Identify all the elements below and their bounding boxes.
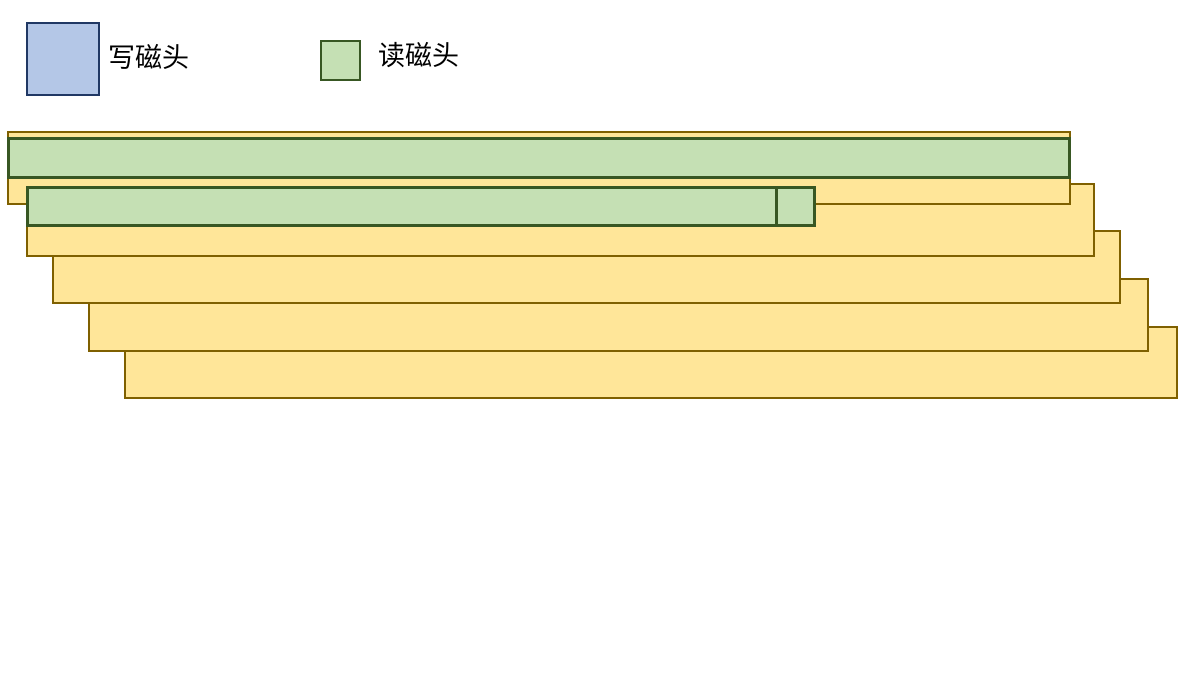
read-head [775,186,816,227]
write-head-legend-label: 写磁头 [108,43,189,74]
read-head-legend-swatch [320,40,361,81]
write-head-legend-swatch [26,22,100,96]
read-head-legend-label: 读磁头 [378,41,459,72]
read-region-track-1 [7,137,1071,179]
read-region-track-2 [26,186,778,227]
